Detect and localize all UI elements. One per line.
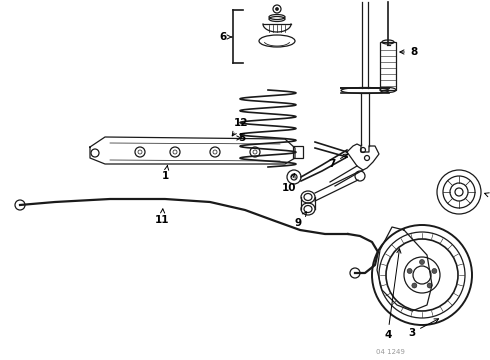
Circle shape [275,8,278,10]
Bar [380,42,396,90]
Circle shape [412,283,417,288]
Text: 9: 9 [294,212,307,228]
Text: 5: 5 [237,133,245,143]
Text: 12: 12 [232,118,248,136]
Circle shape [407,269,412,274]
Text: 7: 7 [328,154,348,169]
Text: 11: 11 [155,209,170,225]
Text: 8: 8 [400,47,417,57]
Text: 3: 3 [408,319,439,338]
Text: 2: 2 [485,192,490,202]
Circle shape [419,260,424,265]
Bar [293,146,303,158]
Circle shape [432,269,437,274]
Text: 6: 6 [219,32,232,42]
Circle shape [427,283,432,288]
Text: 1: 1 [162,165,169,181]
Text: 4: 4 [384,249,401,340]
Text: 10: 10 [282,174,296,193]
Text: 04 1249: 04 1249 [375,349,404,355]
